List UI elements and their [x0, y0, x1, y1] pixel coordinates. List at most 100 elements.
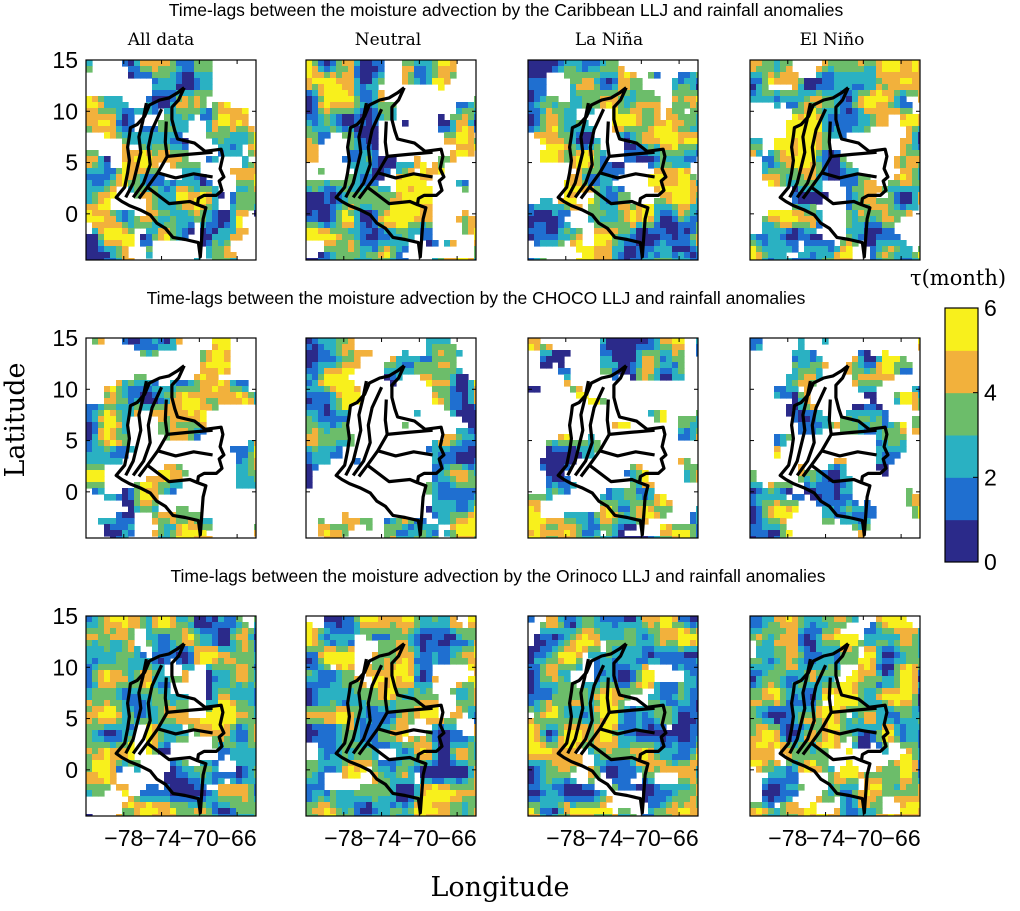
- lag-cell: [606, 210, 613, 217]
- lag-cell: [104, 628, 111, 635]
- lag-cell: [846, 126, 853, 133]
- lag-cell: [882, 374, 889, 381]
- lag-cell: [236, 482, 243, 489]
- lag-cell: [104, 664, 111, 671]
- lag-cell: [342, 380, 349, 387]
- lag-cell: [312, 362, 319, 369]
- lag-cell: [336, 440, 343, 447]
- lag-cell: [110, 392, 117, 399]
- lag-cell: [678, 192, 685, 199]
- lag-cell: [98, 120, 105, 127]
- lag-cell: [146, 622, 153, 629]
- lag-cell: [552, 156, 559, 163]
- lag-cell: [212, 156, 219, 163]
- lag-cell: [218, 126, 225, 133]
- lag-cell: [188, 162, 195, 169]
- lag-cell: [828, 102, 835, 109]
- lag-cell: [534, 78, 541, 85]
- lag-cell: [786, 168, 793, 175]
- lag-cell: [152, 156, 159, 163]
- lag-cell: [128, 518, 135, 525]
- lag-cell: [612, 246, 619, 253]
- lag-cell: [900, 78, 907, 85]
- lag-cell: [570, 138, 577, 145]
- lag-cell: [564, 108, 571, 115]
- lag-cell: [804, 380, 811, 387]
- lag-cell: [780, 440, 787, 447]
- lag-cell: [254, 162, 256, 169]
- lag-cell: [798, 102, 805, 109]
- lag-cell: [306, 192, 313, 199]
- lag-cell: [594, 258, 601, 260]
- lag-cell: [164, 138, 171, 145]
- lag-cell: [594, 162, 601, 169]
- lag-cell: [152, 488, 159, 495]
- lag-cell: [450, 344, 457, 351]
- lag-cell: [876, 446, 883, 453]
- lag-cell: [612, 90, 619, 97]
- lag-cell: [384, 368, 391, 375]
- lag-cell: [128, 506, 135, 513]
- lag-cell: [230, 234, 237, 241]
- lag-cell: [678, 198, 685, 205]
- lag-cell: [390, 252, 397, 259]
- lag-cell: [414, 156, 421, 163]
- lag-cell: [564, 512, 571, 519]
- lag-cell: [852, 72, 859, 79]
- lag-cell: [110, 652, 117, 659]
- lag-cell: [528, 512, 535, 519]
- lag-cell: [672, 338, 679, 345]
- lag-cell: [450, 536, 457, 538]
- lag-cell: [840, 258, 847, 260]
- lag-cell: [146, 96, 153, 103]
- lag-cell: [414, 78, 421, 85]
- lag-cell: [900, 156, 907, 163]
- lag-cell: [194, 78, 201, 85]
- lag-cell: [218, 338, 225, 345]
- lag-cell: [104, 168, 111, 175]
- lag-cell: [218, 210, 225, 217]
- lag-cell: [648, 500, 655, 507]
- lag-cell: [146, 790, 153, 797]
- lag-cell: [98, 114, 105, 121]
- lag-cell: [834, 66, 841, 73]
- lag-cell: [780, 162, 787, 169]
- lag-cell: [888, 458, 895, 465]
- lag-cell: [116, 524, 123, 531]
- lag-cell: [558, 150, 565, 157]
- lag-cell: [200, 84, 207, 91]
- lag-cell: [92, 670, 99, 677]
- lag-cell: [122, 694, 129, 701]
- lag-cell: [606, 362, 613, 369]
- lag-cell: [218, 114, 225, 121]
- lag-cell: [396, 162, 403, 169]
- lag-cell: [774, 216, 781, 223]
- lag-cell: [104, 706, 111, 713]
- lag-cell: [540, 78, 547, 85]
- lag-cell: [588, 108, 595, 115]
- lag-cell: [552, 60, 559, 67]
- lag-cell: [318, 252, 325, 259]
- lag-cell: [690, 126, 697, 133]
- lag-cell: [858, 222, 865, 229]
- lag-cell: [666, 234, 673, 241]
- lag-cell: [110, 180, 117, 187]
- lag-cell: [630, 464, 637, 471]
- lag-cell: [218, 228, 225, 235]
- lag-cell: [840, 156, 847, 163]
- lag-cell: [86, 712, 93, 719]
- lag-cell: [140, 222, 147, 229]
- lag-cell: [98, 204, 105, 211]
- lag-cell: [98, 616, 105, 623]
- lag-cell: [600, 228, 607, 235]
- lag-cell: [236, 132, 243, 139]
- lag-cell: [684, 252, 691, 259]
- lag-cell: [882, 120, 889, 127]
- lag-cell: [324, 198, 331, 205]
- lag-cell: [360, 258, 367, 260]
- lag-cell: [86, 102, 93, 109]
- lag-cell: [648, 108, 655, 115]
- lag-cell: [696, 150, 698, 157]
- lag-cell: [798, 132, 805, 139]
- lag-cell: [768, 222, 775, 229]
